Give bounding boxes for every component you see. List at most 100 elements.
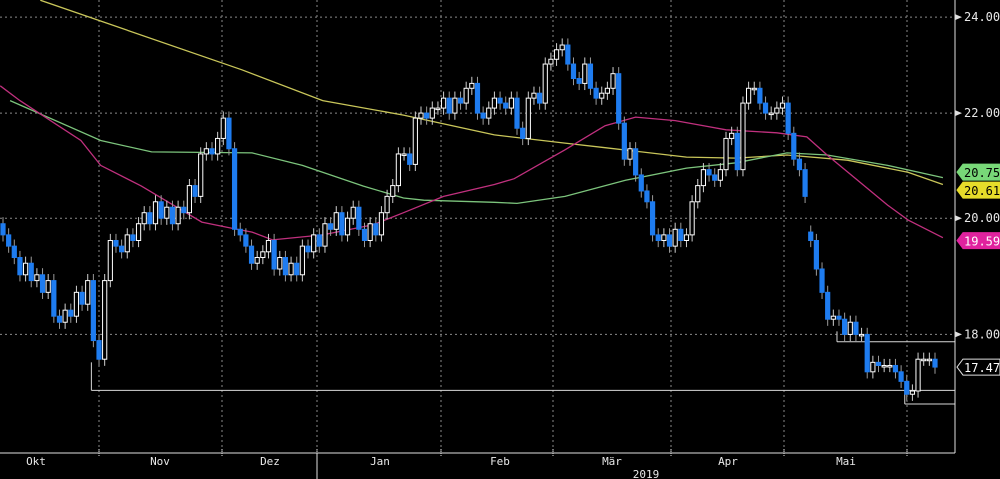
x-tick-label: Nov bbox=[150, 455, 170, 468]
candle-body bbox=[537, 92, 543, 104]
candle-body bbox=[830, 315, 836, 320]
candle-body bbox=[548, 58, 554, 65]
candle-body bbox=[288, 262, 294, 276]
candle-body bbox=[198, 153, 204, 197]
candle-down bbox=[932, 352, 938, 374]
candle-body bbox=[277, 257, 283, 270]
candle-body bbox=[474, 82, 481, 114]
candle-down bbox=[757, 81, 763, 110]
candle-body bbox=[237, 228, 243, 236]
candle-body bbox=[367, 223, 373, 241]
candle-body bbox=[282, 257, 289, 276]
candle-body bbox=[497, 97, 503, 104]
candle-body bbox=[802, 169, 808, 197]
level-lines bbox=[90, 331, 955, 405]
candle-up bbox=[683, 228, 690, 248]
candle-body bbox=[655, 234, 661, 241]
candle-down bbox=[616, 67, 622, 130]
candle-body bbox=[870, 361, 876, 373]
candle-down bbox=[808, 225, 814, 248]
candle-up bbox=[695, 179, 701, 209]
candle-up bbox=[610, 67, 616, 95]
candle-body bbox=[565, 44, 571, 65]
candle-body bbox=[248, 245, 255, 264]
candle-down bbox=[853, 315, 859, 342]
candle-up bbox=[723, 131, 729, 177]
candle-down bbox=[892, 358, 899, 379]
candle-up bbox=[418, 106, 424, 125]
tick-arrow-icon bbox=[955, 110, 962, 117]
candle-body bbox=[734, 132, 740, 171]
candle-up bbox=[378, 206, 385, 242]
candle-up bbox=[582, 57, 588, 91]
candle-up bbox=[672, 222, 678, 253]
candle-up bbox=[429, 101, 435, 125]
candle-body bbox=[418, 112, 424, 119]
candle-body bbox=[666, 234, 673, 247]
candle-down bbox=[706, 163, 712, 182]
candle-down bbox=[457, 91, 464, 110]
candle-up bbox=[265, 233, 272, 259]
candle-up bbox=[390, 179, 396, 204]
candle-body bbox=[582, 63, 588, 84]
y-tick-label: 18.00 bbox=[964, 327, 1000, 341]
candle-up bbox=[452, 91, 458, 120]
candle-body bbox=[627, 148, 633, 160]
candle-up bbox=[661, 228, 667, 248]
candle-body bbox=[774, 107, 780, 114]
candle-body bbox=[147, 212, 153, 225]
candle-down bbox=[802, 163, 808, 204]
candle-body bbox=[542, 63, 548, 104]
candle-body bbox=[395, 153, 401, 187]
candle-down bbox=[356, 200, 362, 236]
candle-up bbox=[135, 217, 142, 248]
candle-body bbox=[378, 212, 385, 236]
candle-up bbox=[288, 256, 294, 282]
candle-body bbox=[260, 251, 266, 259]
candle-up bbox=[881, 358, 887, 373]
candle-body bbox=[90, 280, 96, 342]
candle-body bbox=[333, 212, 339, 230]
candle-body bbox=[17, 257, 23, 276]
candle-down bbox=[209, 142, 215, 161]
candle-body bbox=[480, 112, 486, 119]
candle-body bbox=[672, 228, 678, 247]
ma-yellow-value-label-shape bbox=[956, 181, 1000, 199]
candle-body bbox=[294, 262, 300, 276]
candle-body bbox=[102, 280, 108, 360]
candle-body bbox=[661, 234, 667, 241]
candle-down bbox=[339, 206, 345, 242]
candle-up bbox=[870, 355, 876, 379]
candle-up bbox=[220, 111, 226, 146]
candle-up bbox=[124, 228, 130, 259]
candle-body bbox=[791, 132, 797, 160]
candle-up bbox=[531, 86, 537, 105]
candle-down bbox=[6, 228, 12, 253]
candle-down bbox=[361, 222, 368, 248]
candle-up bbox=[367, 217, 373, 248]
candle-body bbox=[898, 371, 904, 382]
candle-down bbox=[11, 239, 17, 265]
candle-up bbox=[22, 256, 29, 282]
candle-body bbox=[559, 44, 565, 51]
candle-up bbox=[45, 274, 51, 299]
candle-down bbox=[181, 200, 187, 220]
candle-up bbox=[469, 76, 475, 95]
candle-body bbox=[610, 73, 616, 89]
candle-up bbox=[333, 206, 339, 236]
candle-down bbox=[520, 121, 526, 146]
candle-body bbox=[712, 174, 718, 181]
ma-magenta-value-label: 19.598 bbox=[956, 232, 1000, 250]
candle-body bbox=[452, 97, 458, 114]
x-tick-label: Mär bbox=[602, 455, 622, 468]
candle-down bbox=[90, 274, 96, 348]
candle-body bbox=[424, 112, 430, 119]
candle-up bbox=[830, 309, 836, 326]
candle-body bbox=[175, 206, 181, 225]
candle-body bbox=[587, 63, 594, 89]
candle-up bbox=[384, 189, 390, 220]
candle-up bbox=[85, 274, 91, 311]
y-ticks: 24.00 22.00 20.00 18.00 bbox=[955, 10, 1000, 341]
candle-up bbox=[508, 91, 514, 115]
candle-down bbox=[373, 217, 379, 242]
